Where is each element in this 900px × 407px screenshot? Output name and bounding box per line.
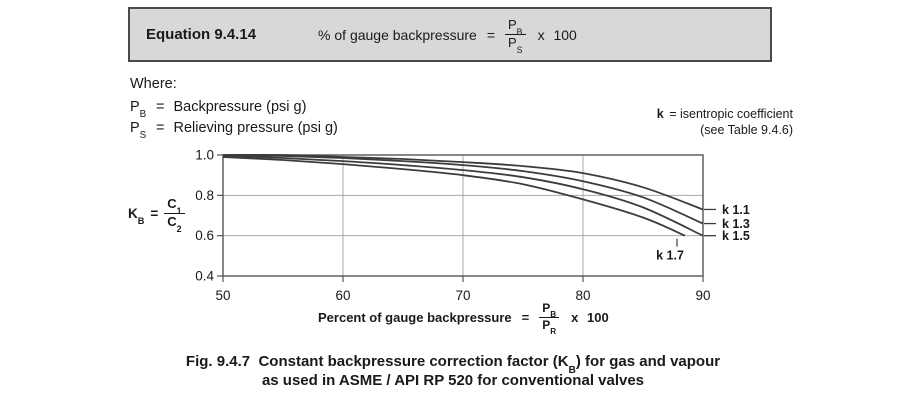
isentropic-note-line2: (see Table 9.4.6) <box>700 123 793 137</box>
multiplier: x 100 <box>537 26 577 43</box>
fraction-denominator: PR <box>542 317 557 337</box>
multiplier: x 100 <box>571 309 609 325</box>
x-tick-label: 70 <box>455 288 470 303</box>
x-axis-title: Percent of gauge backpressure = PB PR x … <box>318 301 609 337</box>
fraction-numerator: C1 <box>164 196 185 215</box>
y-tick-label: 1.0 <box>195 148 214 163</box>
x-tick-label: 60 <box>335 288 350 303</box>
pb-pr-fraction: PB PR <box>539 301 560 337</box>
fraction-denominator: C2 <box>167 213 182 234</box>
fraction-numerator: PB <box>505 17 526 36</box>
equation-box: Equation 9.4.14 % of gauge backpressure … <box>128 7 772 62</box>
kb-ratio-formula: KB = C1 C2 <box>128 196 185 234</box>
x-axis-title-text: Percent of gauge backpressure <box>318 309 512 325</box>
curve-k-1.1 <box>222 153 704 211</box>
fraction-numerator: PB <box>539 301 560 319</box>
y-tick-label: 0.6 <box>195 228 214 243</box>
y-tick-label: 0.4 <box>195 269 214 284</box>
pb-ps-fraction: PB PS <box>505 17 526 55</box>
x-tick-label: 90 <box>695 288 710 303</box>
equals-sign: = <box>521 309 530 325</box>
x-tick-label: 50 <box>215 288 230 303</box>
ps-symbol: PS <box>130 120 147 142</box>
where-block: Where: PB = Backpressure (psi g) PS = Re… <box>130 76 338 142</box>
equals-sign: = <box>156 99 165 115</box>
where-row-ps: PS = Relieving pressure (psi g) <box>130 120 338 142</box>
where-heading: Where: <box>130 76 177 92</box>
equals-sign: = <box>156 120 165 136</box>
equals-sign: = <box>486 26 495 43</box>
curve-k-1.7 <box>222 156 686 237</box>
y-tick-label: 0.8 <box>195 188 214 203</box>
isentropic-note: k = isentropic coefficient (see Table 9.… <box>560 106 793 138</box>
c1-c2-fraction: C1 C2 <box>164 196 185 234</box>
caption-line1: Fig. 9.4.7 Constant backpressure correct… <box>185 353 721 376</box>
where-row-pb: PB = Backpressure (psi g) <box>130 99 338 121</box>
x-tick-label: 80 <box>575 288 590 303</box>
equation-label: Equation 9.4.14 <box>146 26 257 43</box>
kb-symbol: KB <box>128 205 145 226</box>
formula-lhs: % of gauge backpressure <box>318 26 477 43</box>
curve-label: k 1.5 <box>722 229 750 243</box>
isentropic-note-line1: k = isentropic coefficient <box>656 107 793 121</box>
curve-k-1.5 <box>222 155 704 237</box>
kb-chart-svg: 1.0 0.8 0.6 0.450 60 70 80 90 k 1.1k 1.3k 1.5 k 1… <box>195 148 750 304</box>
curve-k-1.3 <box>222 154 704 225</box>
fraction-denominator: PS <box>508 35 523 55</box>
pb-description: Backpressure (psi g) <box>173 99 307 115</box>
curve-label: k 1.3 <box>722 217 750 231</box>
caption-line2: as used in ASME / API RP 520 for convent… <box>261 372 645 389</box>
equation-formula: % of gauge backpressure = PB PS x 100 <box>318 17 577 55</box>
figure-caption: Fig. 9.4.7 Constant backpressure correct… <box>0 352 900 390</box>
curve-label: k 1.1 <box>722 203 750 217</box>
equals-sign: = <box>150 205 159 221</box>
pb-symbol: PB <box>130 99 147 121</box>
curve-label: k 1.7 <box>656 249 684 263</box>
ps-description: Relieving pressure (psi g) <box>173 120 338 136</box>
